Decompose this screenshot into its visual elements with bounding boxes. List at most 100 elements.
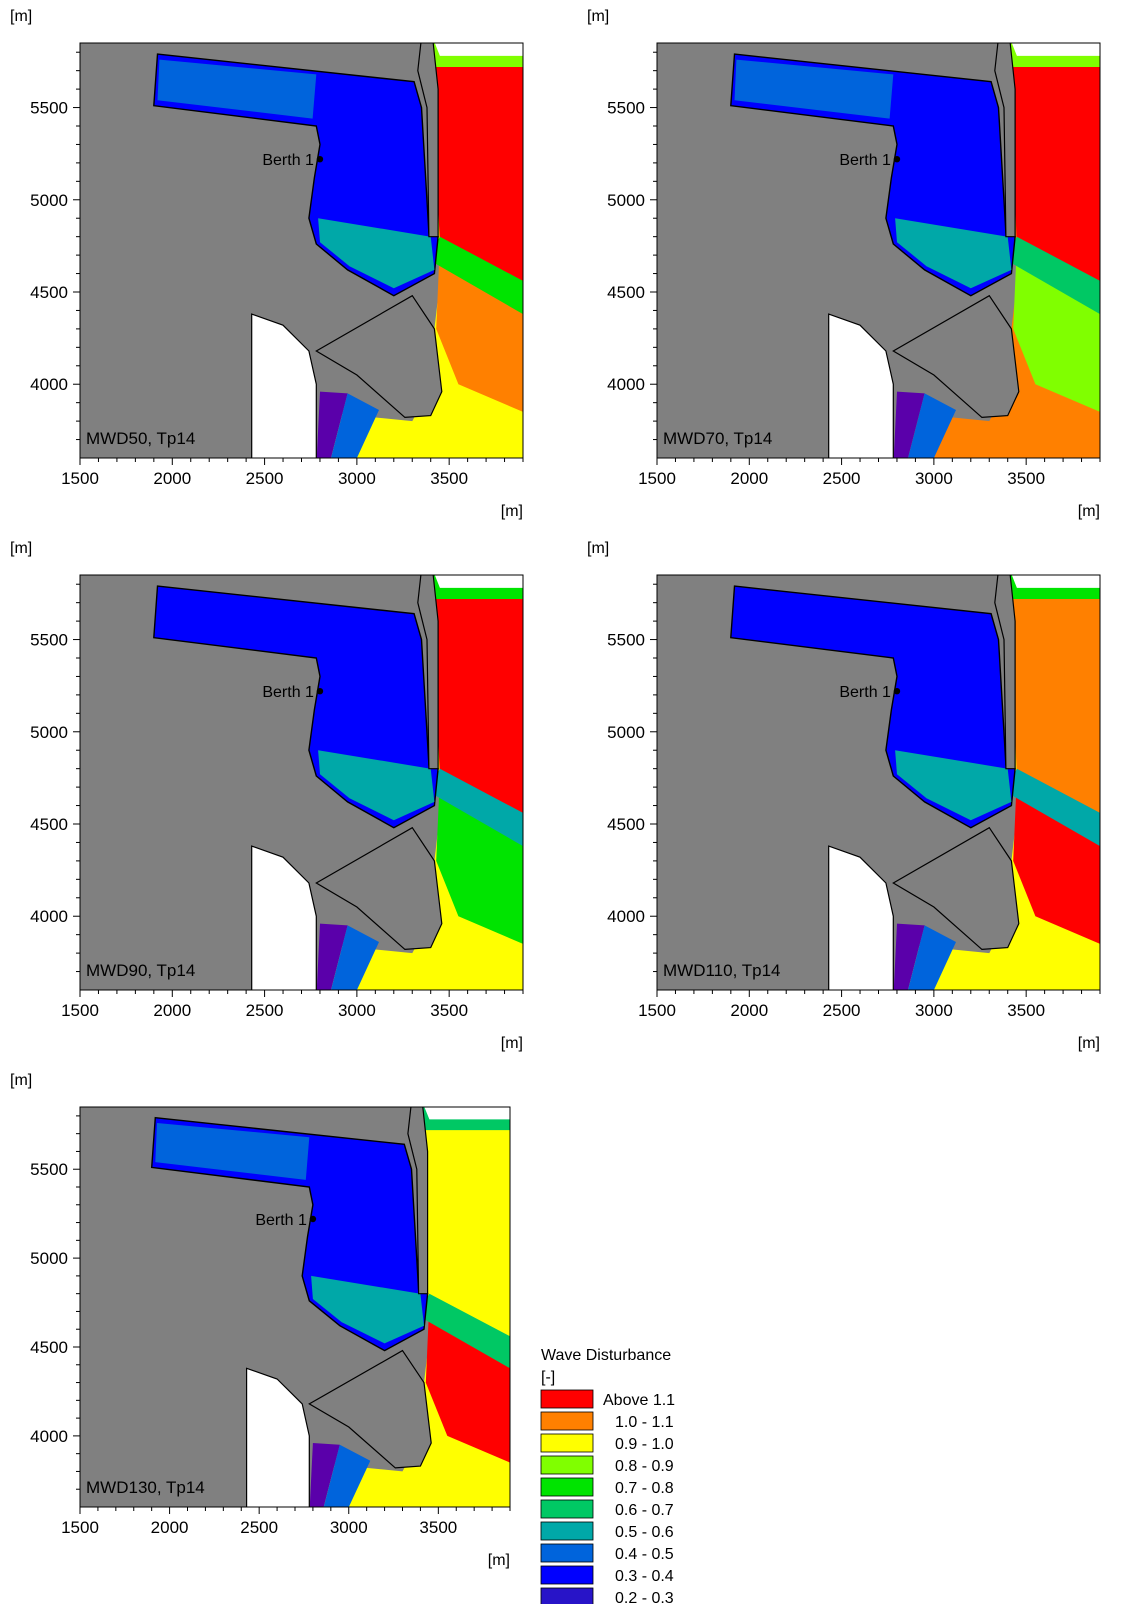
x-tick-label: 2500	[240, 1518, 278, 1537]
breakwater	[994, 575, 1016, 770]
legend-label: Above 1.1	[603, 1392, 675, 1409]
chart-panel-1: Berth 1 MWD50, Tp14 1500 2000 2500 3000 3500 40…	[10, 8, 524, 520]
legend-swatch	[540, 1433, 594, 1453]
y-tick-label: 4000	[30, 1427, 68, 1446]
lee-zone	[316, 923, 348, 990]
lee-zone	[893, 923, 925, 990]
panel-label: MWD90, Tp14	[86, 961, 195, 980]
berth-label: Berth 1	[262, 684, 314, 701]
sheltered-zone	[251, 313, 317, 458]
legend-item: 0.3 - 0.4	[540, 1565, 674, 1585]
y-tick-label: 4000	[30, 375, 68, 394]
legend-label: 0.9 - 1.0	[615, 1436, 674, 1453]
headland	[315, 294, 443, 419]
transition-band	[427, 768, 523, 847]
outer-white-patch	[1011, 43, 1100, 56]
legend-label: 0.5 - 0.6	[615, 1524, 674, 1541]
y-tick-label: 5500	[30, 631, 68, 650]
legend-item: 1.0 - 1.1	[540, 1411, 674, 1431]
legend-label: 0.6 - 0.7	[615, 1502, 674, 1519]
chart-panel-4: Berth 1 MWD110, Tp14 1500 2000 2500 3000 3500 4…	[587, 540, 1101, 1052]
berth-marker	[316, 156, 324, 163]
x-tick-label: 1500	[61, 1518, 99, 1537]
outer-sea-upper-zone	[1009, 43, 1100, 296]
x-axis-unit: [m]	[501, 1035, 523, 1052]
outer-white-patch	[1011, 575, 1100, 588]
transition-band	[416, 1293, 510, 1369]
breakwater	[417, 43, 439, 238]
lee-zone	[893, 391, 925, 458]
y-axis-unit: [m]	[587, 8, 609, 25]
basin-mouth-zone	[311, 1275, 424, 1344]
legend-item: 0.9 - 1.0	[540, 1433, 674, 1453]
legend-label: 1.0 - 1.1	[615, 1414, 674, 1431]
outer-white-patch	[434, 575, 523, 588]
basin-mouth-zone	[318, 750, 435, 821]
plot-area: Berth 1 MWD50, Tp14	[80, 43, 523, 458]
y-axis-unit: [m]	[10, 540, 32, 557]
legend-label: 0.7 - 0.8	[615, 1480, 674, 1497]
x-tick-label: 1500	[61, 469, 99, 488]
x-tick-label: 2500	[246, 1001, 284, 1020]
outer-white-patch	[434, 43, 523, 56]
x-tick-label: 2500	[246, 469, 284, 488]
basin-arm-zone	[734, 591, 894, 651]
x-tick-label: 1500	[61, 1001, 99, 1020]
plot-area: Berth 1 MWD70, Tp14	[657, 43, 1100, 458]
basin-mouth-zone	[895, 218, 1012, 289]
berth-label: Berth 1	[839, 152, 891, 169]
x-tick-label: 2000	[730, 1001, 768, 1020]
x-tick-label: 2500	[823, 1001, 861, 1020]
lee-mid-zone	[908, 925, 956, 990]
sheltered-zone	[246, 1367, 310, 1507]
x-tick-label: 1500	[638, 469, 676, 488]
y-tick-label: 4500	[607, 815, 645, 834]
legend-swatch	[540, 1543, 594, 1563]
lee-mid-zone	[331, 925, 379, 990]
x-tick-label: 3000	[915, 469, 953, 488]
y-tick-label: 5500	[30, 99, 68, 118]
x-axis-unit: [m]	[1078, 503, 1100, 520]
lee-mid-zone	[331, 393, 379, 458]
sheltered-zone	[251, 845, 317, 990]
x-tick-label: 2000	[153, 469, 191, 488]
legend-label: 0.2 - 0.3	[615, 1590, 674, 1604]
y-tick-label: 5000	[607, 723, 645, 742]
legend-swatch	[540, 1499, 594, 1519]
y-tick-label: 5000	[30, 1249, 68, 1268]
legend-item: 0.5 - 0.6	[540, 1521, 674, 1541]
berth-marker	[316, 688, 324, 695]
lee-mid-zone	[323, 1444, 371, 1507]
berth-label: Berth 1	[262, 152, 314, 169]
x-tick-label: 3500	[1007, 469, 1045, 488]
y-tick-label: 5500	[607, 99, 645, 118]
y-tick-label: 4000	[607, 375, 645, 394]
panel-label: MWD130, Tp14	[86, 1478, 205, 1497]
outer-sea-upper-zone	[1009, 575, 1100, 828]
y-tick-label: 5000	[30, 191, 68, 210]
y-tick-label: 4000	[607, 907, 645, 926]
plot-area: Berth 1 MWD90, Tp14	[80, 575, 523, 990]
y-tick-label: 4500	[607, 283, 645, 302]
berth-marker	[893, 688, 901, 695]
x-tick-label: 3500	[430, 1001, 468, 1020]
legend-item: 0.6 - 0.7	[540, 1499, 674, 1519]
x-tick-label: 3000	[915, 1001, 953, 1020]
y-tick-label: 5500	[607, 631, 645, 650]
headland	[892, 294, 1020, 419]
breakwater	[994, 43, 1016, 238]
panel-label: MWD70, Tp14	[663, 429, 772, 448]
x-tick-label: 2500	[823, 469, 861, 488]
panel-label: MWD110, Tp14	[663, 961, 780, 980]
legend-swatch	[540, 1455, 594, 1475]
y-axis-unit: [m]	[10, 1072, 32, 1089]
legend-item: 0.8 - 0.9	[540, 1455, 674, 1475]
breakwater	[407, 1107, 429, 1295]
outer-sea-upper-zone	[432, 575, 523, 828]
basin-mouth-zone	[895, 750, 1012, 821]
legend-item: 0.4 - 0.5	[540, 1543, 674, 1563]
legend-label: 0.4 - 0.5	[615, 1546, 674, 1563]
sheltered-zone	[828, 845, 894, 990]
legend-swatch	[540, 1587, 594, 1604]
x-tick-label: 3000	[330, 1518, 368, 1537]
